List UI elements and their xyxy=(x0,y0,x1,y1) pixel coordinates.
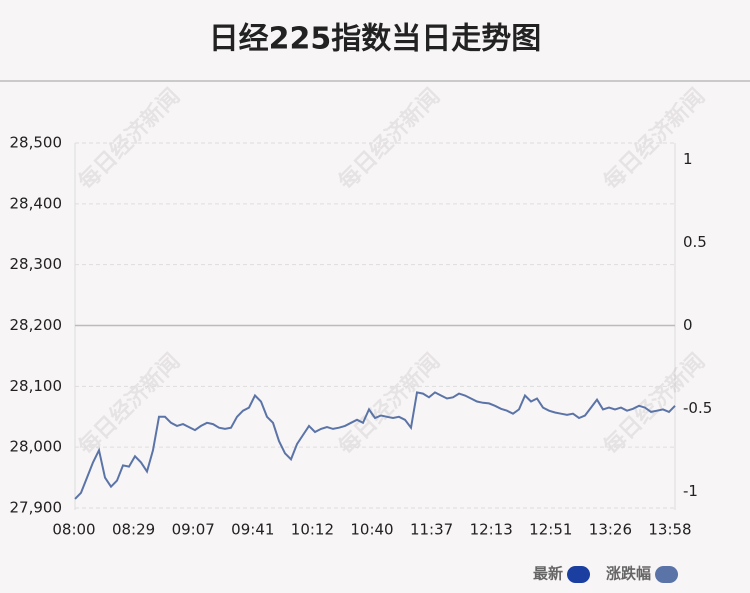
price-line xyxy=(74,391,676,500)
x-tick-label: 12:51 xyxy=(529,521,572,539)
y2-tick-label: 1 xyxy=(683,150,693,168)
y-tick-label: 27,900 xyxy=(10,499,63,517)
x-tick-label: 13:26 xyxy=(589,521,632,539)
x-tick-label: 08:00 xyxy=(52,521,95,539)
y-tick-label: 28,400 xyxy=(10,194,63,212)
y-tick-label: 28,500 xyxy=(10,134,63,152)
legend-label: 涨跌幅 xyxy=(606,565,651,583)
x-tick-label: 10:12 xyxy=(291,521,334,539)
x-tick-label: 11:37 xyxy=(410,521,453,539)
y-tick-label: 28,200 xyxy=(10,316,63,334)
y-tick-label: 28,100 xyxy=(10,377,63,395)
legend-label: 最新 xyxy=(533,565,563,583)
x-tick-label: 09:41 xyxy=(231,521,274,539)
y2-tick-label: 0 xyxy=(683,316,693,334)
y2-tick-label: -0.5 xyxy=(683,399,712,417)
y2-tick-label: 0.5 xyxy=(683,233,707,251)
x-tick-label: 09:07 xyxy=(172,521,215,539)
x-tick-label: 08:29 xyxy=(112,521,155,539)
y-tick-label: 28,300 xyxy=(10,255,63,273)
y-tick-label: 28,000 xyxy=(10,438,63,456)
x-tick-label: 10:40 xyxy=(350,521,393,539)
x-tick-label: 12:13 xyxy=(470,521,513,539)
y2-tick-label: -1 xyxy=(683,482,698,500)
legend-swatch xyxy=(655,566,679,583)
legend-swatch xyxy=(567,566,591,583)
chart-title: 日经225指数当日走势图 xyxy=(209,22,542,57)
x-tick-label: 13:58 xyxy=(648,521,691,539)
